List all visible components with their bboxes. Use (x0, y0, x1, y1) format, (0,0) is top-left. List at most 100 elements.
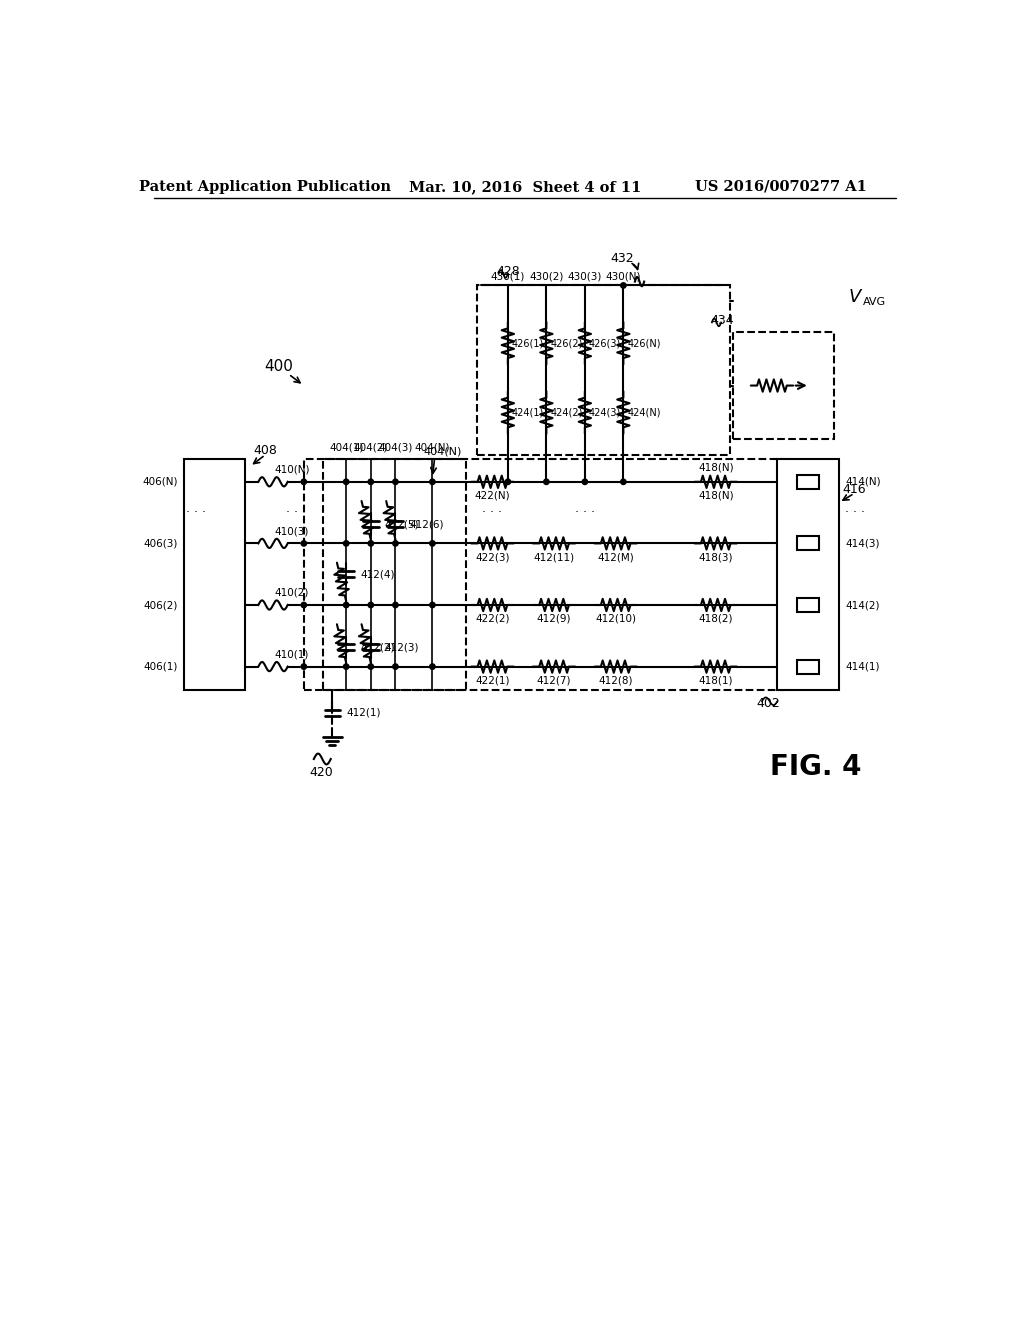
Text: 412(4): 412(4) (360, 569, 394, 579)
Text: 406(2): 406(2) (144, 601, 178, 610)
Text: 412(10): 412(10) (595, 614, 636, 624)
Text: 414(3): 414(3) (845, 539, 880, 548)
Text: 422(3): 422(3) (475, 552, 510, 562)
Text: 422(2): 422(2) (475, 614, 510, 624)
Text: 406(N): 406(N) (142, 477, 178, 487)
Text: US 2016/0070277 A1: US 2016/0070277 A1 (695, 180, 867, 194)
Circle shape (343, 602, 349, 607)
Text: 404(2): 404(2) (353, 442, 388, 453)
Circle shape (430, 479, 435, 484)
Text: 406(3): 406(3) (144, 539, 178, 548)
Bar (798, 536, 819, 550)
Circle shape (343, 664, 349, 669)
Text: 402: 402 (756, 697, 779, 710)
Circle shape (393, 541, 398, 546)
Text: V: V (849, 288, 861, 306)
Text: Mar. 10, 2016  Sheet 4 of 11: Mar. 10, 2016 Sheet 4 of 11 (409, 180, 641, 194)
Text: · · ·: · · · (574, 506, 595, 519)
Text: 400: 400 (264, 359, 293, 374)
Circle shape (301, 479, 306, 484)
Text: 410(1): 410(1) (274, 649, 309, 659)
Circle shape (393, 602, 398, 607)
Text: 418(N): 418(N) (698, 463, 733, 473)
Text: 418(3): 418(3) (698, 552, 733, 562)
Circle shape (343, 479, 349, 484)
Text: 410(2): 410(2) (274, 587, 309, 598)
Circle shape (583, 479, 588, 484)
Bar (477, 285, 730, 455)
Text: 418(N): 418(N) (698, 491, 733, 500)
Text: 412(2): 412(2) (360, 643, 394, 652)
Text: 430(2): 430(2) (529, 272, 563, 281)
Text: 414(N): 414(N) (845, 477, 881, 487)
Bar (798, 598, 819, 612)
Text: 426(1): 426(1) (512, 338, 544, 348)
Text: 426(3): 426(3) (589, 338, 621, 348)
Circle shape (781, 602, 786, 607)
Text: 410(3): 410(3) (274, 527, 309, 536)
Circle shape (430, 664, 435, 669)
Text: 414(1): 414(1) (845, 661, 880, 672)
Circle shape (368, 479, 374, 484)
Circle shape (343, 541, 349, 546)
Text: AVG: AVG (863, 297, 886, 308)
Circle shape (544, 479, 549, 484)
Text: · · ·: · · · (482, 506, 503, 519)
Circle shape (368, 541, 374, 546)
Text: 410(N): 410(N) (274, 465, 310, 474)
Text: 414(2): 414(2) (845, 601, 880, 610)
Text: 416: 416 (843, 483, 866, 496)
Circle shape (781, 479, 786, 484)
Text: 412(1): 412(1) (346, 708, 381, 718)
Text: 422(1): 422(1) (475, 676, 510, 685)
Circle shape (621, 479, 626, 484)
Text: 406(1): 406(1) (144, 661, 178, 672)
Text: 426(2): 426(2) (550, 338, 583, 348)
Bar (798, 660, 819, 673)
Text: 404(3): 404(3) (378, 442, 413, 453)
Text: · · ·: · · · (186, 506, 206, 519)
Text: 428: 428 (496, 265, 520, 279)
Text: 426(N): 426(N) (628, 338, 660, 348)
Text: 404(1): 404(1) (329, 442, 364, 453)
Text: 430(N): 430(N) (605, 272, 641, 281)
Text: 412(6): 412(6) (410, 519, 443, 529)
Text: 404(N): 404(N) (415, 442, 451, 453)
Text: 412(11): 412(11) (534, 552, 574, 562)
Text: 430(1): 430(1) (490, 272, 525, 281)
Text: 434: 434 (710, 314, 734, 326)
Bar (184, 459, 245, 689)
Text: 420: 420 (309, 767, 334, 779)
Text: 412(7): 412(7) (537, 676, 571, 685)
Text: 418(1): 418(1) (698, 676, 733, 685)
Text: 424(N): 424(N) (628, 408, 660, 417)
Bar (304, 459, 783, 689)
Text: 404(N): 404(N) (423, 446, 462, 455)
Circle shape (301, 664, 306, 669)
Text: Patent Application Publication: Patent Application Publication (139, 180, 391, 194)
Circle shape (430, 541, 435, 546)
Text: 422(N): 422(N) (475, 491, 510, 500)
Bar (777, 459, 839, 689)
Text: 432: 432 (610, 252, 634, 265)
Text: 424(2): 424(2) (550, 408, 583, 417)
Text: 412(M): 412(M) (597, 552, 634, 562)
Circle shape (781, 664, 786, 669)
Circle shape (368, 664, 374, 669)
Text: 412(5): 412(5) (385, 519, 419, 529)
Circle shape (301, 602, 306, 607)
Circle shape (393, 479, 398, 484)
Text: · · ·: · · · (845, 506, 865, 519)
Bar (733, 331, 834, 440)
Text: 412(3): 412(3) (385, 643, 419, 652)
Text: · · ·: · · · (286, 506, 306, 519)
Bar (798, 475, 819, 488)
Text: 412(9): 412(9) (537, 614, 571, 624)
Circle shape (621, 282, 626, 288)
Circle shape (505, 479, 511, 484)
Circle shape (781, 541, 786, 546)
Text: 418(2): 418(2) (698, 614, 733, 624)
Text: FIG. 4: FIG. 4 (770, 752, 861, 780)
Text: 430(3): 430(3) (567, 272, 602, 281)
Bar (323, 459, 466, 689)
